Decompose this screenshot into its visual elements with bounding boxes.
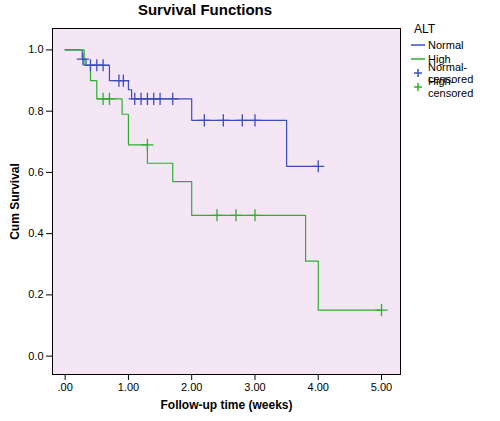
html-text:High: High [428, 53, 451, 65]
html-text:Normal-censored: Normal-censored [428, 61, 474, 85]
svg-text:.00: .00 [58, 381, 73, 393]
svg-text:2.00: 2.00 [181, 381, 202, 393]
svg-text:1.00: 1.00 [118, 381, 139, 393]
svg-text:Cum Survival: Cum Survival [8, 163, 22, 240]
svg-text:0.8: 0.8 [28, 105, 43, 117]
svg-text:0.0: 0.0 [28, 350, 43, 362]
svg-text:0.4: 0.4 [28, 227, 43, 239]
svg-text:0.6: 0.6 [28, 166, 43, 178]
html-text:ALT: ALT [414, 22, 436, 36]
svg-text:1.0: 1.0 [28, 43, 43, 55]
svg-text:Follow-up time (weeks): Follow-up time (weeks) [160, 398, 292, 412]
svg-text:3.00: 3.00 [244, 381, 265, 393]
svg-text:5.00: 5.00 [371, 381, 392, 393]
svg-text:0.2: 0.2 [28, 288, 43, 300]
html-text:Normal: Normal [428, 39, 464, 51]
svg-text:4.00: 4.00 [308, 381, 329, 393]
html-text:High-censored: High-censored [428, 75, 474, 99]
html-text:Survival Functions: Survival Functions [137, 1, 273, 18]
